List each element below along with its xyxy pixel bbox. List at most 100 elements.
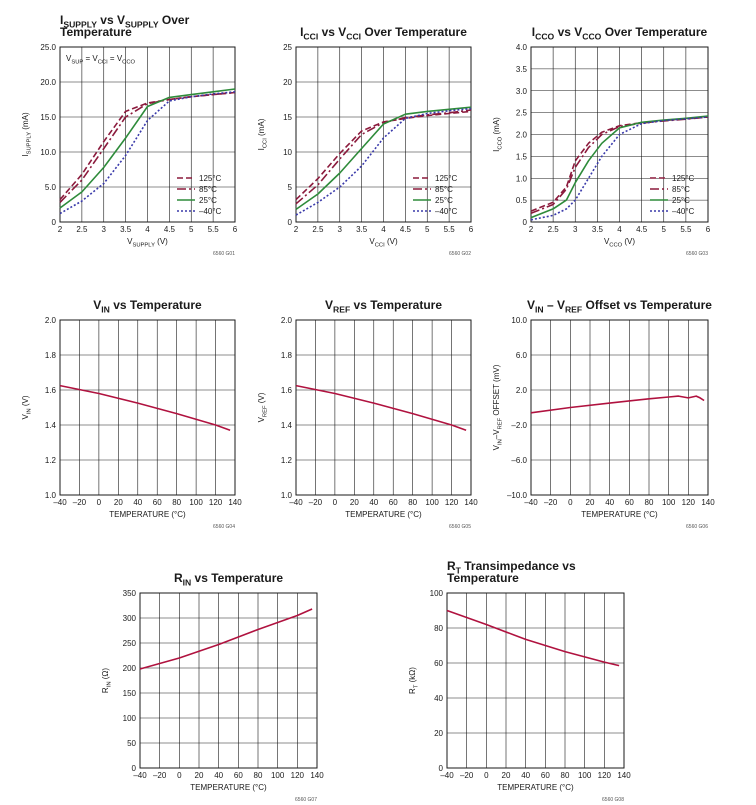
y-tick-label: 1.2 (281, 456, 293, 465)
x-tick-label: 140 (310, 771, 324, 780)
y-tick-label: 10.0 (511, 316, 527, 325)
legend-label: 125°C (435, 174, 458, 183)
x-tick-label: 0 (177, 771, 182, 780)
chart-title: ICCO vs VCCO Over Temperature (532, 25, 708, 42)
x-tick-label: –40 (133, 771, 147, 780)
x-tick-label: 6 (233, 225, 238, 234)
legend-label: 85°C (199, 185, 217, 194)
y-tick-label: 15.0 (40, 113, 56, 122)
x-tick-label: 140 (701, 498, 715, 507)
figure-code: 6560 G05 (449, 524, 471, 530)
x-tick-label: 0 (97, 498, 102, 507)
legend-label: 25°C (672, 196, 690, 205)
chart-g06: VIN – VREF Offset vs Temperature –40 –20 0 2… (492, 298, 715, 530)
plot-frame (530, 319, 709, 496)
y-tick-label: –2.0 (511, 421, 527, 430)
y-tick-label: 10 (283, 148, 292, 157)
legend-label: –40°C (199, 207, 222, 216)
x-tick-label: 4 (145, 225, 150, 234)
y-tick-label: 1.0 (516, 174, 528, 183)
y-tick-label: 0 (52, 218, 57, 227)
x-tick-label: 80 (645, 498, 654, 507)
figure-code: 6560 G06 (686, 524, 708, 530)
legend-label: –40°C (435, 207, 458, 216)
legend-label: 85°C (672, 185, 690, 194)
x-tick-label: –20 (460, 771, 474, 780)
x-tick-label: 100 (425, 498, 439, 507)
x-tick-label: 3 (102, 225, 107, 234)
y-tick-label: 0 (132, 764, 137, 773)
y-tick-label: 1.0 (281, 491, 293, 500)
x-tick-label: 6 (706, 225, 711, 234)
x-tick-label: 2.5 (548, 225, 560, 234)
x-tick-label: 140 (228, 498, 242, 507)
x-tick-label: 60 (541, 771, 550, 780)
y-tick-label: 0.5 (516, 196, 528, 205)
x-tick-label: 60 (389, 498, 398, 507)
x-tick-label: 4.5 (400, 225, 412, 234)
y-tick-label: 1.4 (281, 421, 293, 430)
x-tick-label: 2 (529, 225, 534, 234)
x-tick-label: –40 (524, 498, 538, 507)
y-tick-label: 25 (283, 43, 292, 52)
y-tick-label: 0 (439, 764, 444, 773)
x-tick-label: 20 (114, 498, 123, 507)
x-tick-label: 4.5 (636, 225, 648, 234)
y-tick-label: 1.6 (45, 386, 57, 395)
x-tick-label: 5 (189, 225, 194, 234)
y-tick-label: 1.8 (281, 351, 293, 360)
y-tick-label: 100 (430, 589, 444, 598)
y-axis-label: VIN–VREF OFFSET (mV) (492, 364, 503, 450)
series-line-85C (295, 109, 472, 205)
series-line-0 (295, 384, 467, 432)
y-axis-label: ISUPPLY (mA) (21, 112, 32, 157)
legend-label: 25°C (199, 196, 217, 205)
x-tick-label: –20 (309, 498, 323, 507)
plot-frame (139, 592, 318, 769)
y-tick-label: 3.5 (516, 65, 528, 74)
y-tick-label: 2.0 (516, 131, 528, 140)
y-tick-label: 1.0 (45, 491, 57, 500)
y-tick-label: 1.6 (281, 386, 293, 395)
x-tick-label: 6 (469, 225, 474, 234)
x-tick-label: 80 (172, 498, 181, 507)
x-tick-label: 0 (333, 498, 338, 507)
x-tick-label: 4 (617, 225, 622, 234)
y-tick-label: 1.8 (45, 351, 57, 360)
x-tick-label: 20 (502, 771, 511, 780)
x-tick-label: 3 (573, 225, 578, 234)
x-tick-label: 5 (425, 225, 430, 234)
chart-g02: ICCI vs VCCI Over Temperature 2 2.5 3 3.5 4 4.… (257, 25, 474, 257)
y-axis-label: ICCO (mA) (492, 117, 503, 152)
y-tick-label: –10.0 (507, 491, 528, 500)
plot-frame (295, 46, 472, 223)
figure-code: 6560 G02 (449, 251, 471, 257)
y-tick-label: 200 (123, 664, 137, 673)
x-axis-label: TEMPERATURE (°C) (581, 510, 658, 519)
legend-label: –40°C (672, 207, 695, 216)
chart-title: RT Transimpedance vs (447, 559, 576, 576)
x-tick-label: 140 (617, 771, 631, 780)
series-line-85C (530, 116, 709, 215)
y-tick-label: 2.0 (516, 386, 528, 395)
x-tick-label: –20 (73, 498, 87, 507)
plot-frame (295, 319, 472, 496)
x-tick-label: 80 (254, 771, 263, 780)
x-tick-label: 120 (209, 498, 223, 507)
x-axis-label: TEMPERATURE (°C) (345, 510, 422, 519)
figure-code: 6560 G01 (213, 251, 235, 257)
figure-code: 6560 G04 (213, 524, 235, 530)
y-tick-label: –6.0 (511, 456, 527, 465)
y-tick-label: 20 (434, 729, 443, 738)
x-tick-label: 100 (578, 771, 592, 780)
y-tick-label: 6.0 (516, 351, 528, 360)
x-axis-label: TEMPERATURE (°C) (109, 510, 186, 519)
y-tick-label: 1.2 (45, 456, 57, 465)
chart-title: ICCI vs VCCI Over Temperature (300, 25, 467, 42)
series-line-0 (139, 608, 313, 670)
x-tick-label: 100 (189, 498, 203, 507)
x-tick-label: 3.5 (120, 225, 132, 234)
chart-title: VIN vs Temperature (93, 298, 202, 315)
x-tick-label: 20 (586, 498, 595, 507)
